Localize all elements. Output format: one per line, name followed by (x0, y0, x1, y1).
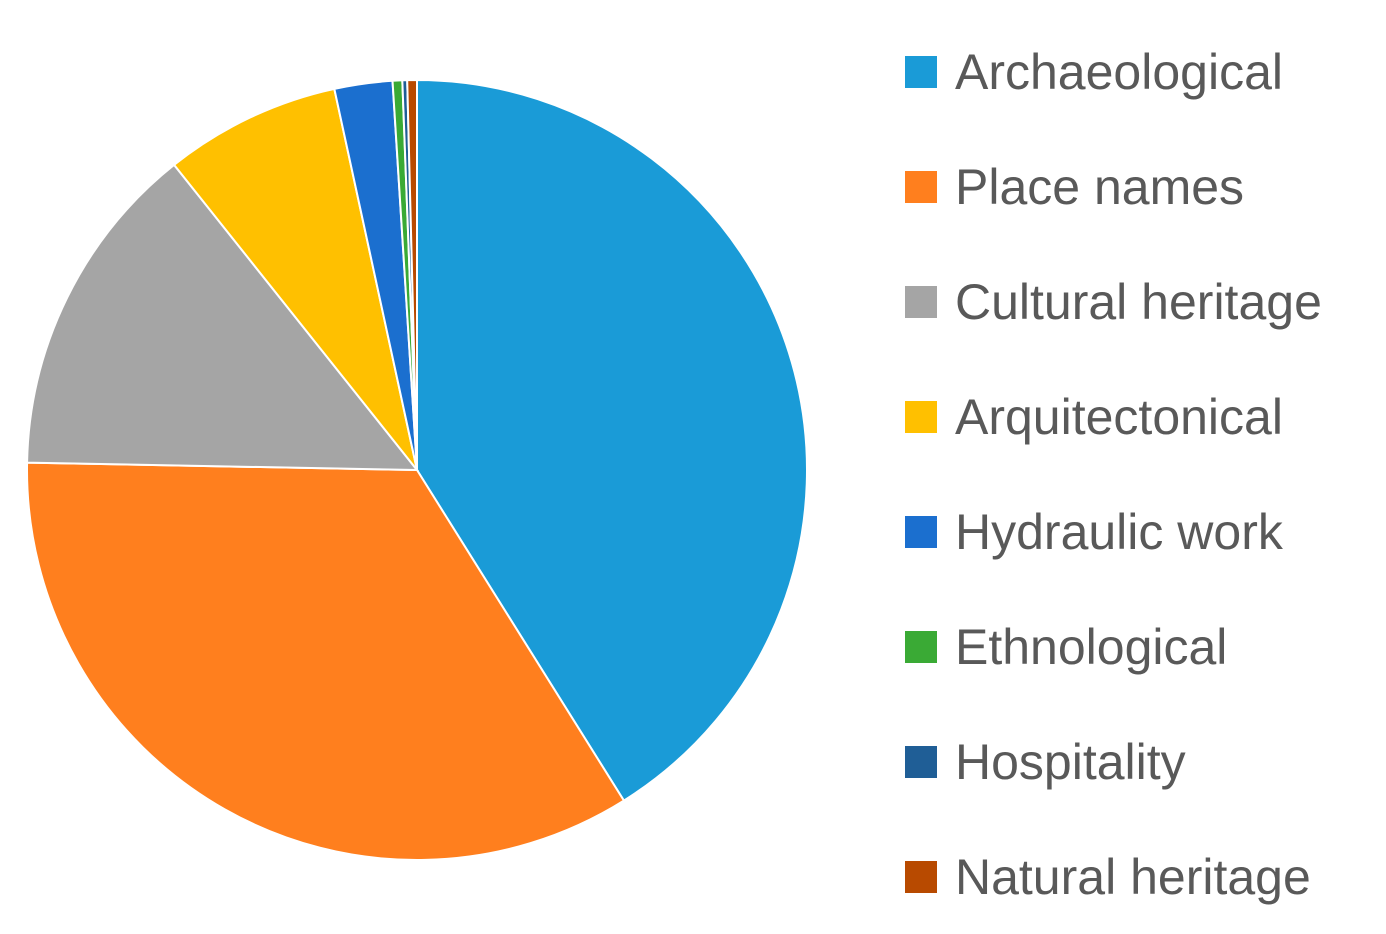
legend-item-ethnological: Ethnological (905, 589, 1375, 704)
legend-label: Hospitality (955, 733, 1186, 790)
pie-slice-cultural-heritage (26, 163, 420, 472)
legend-label: Archaeological (955, 43, 1283, 100)
pie-slice-arquitectonical (172, 87, 418, 471)
legend-swatch (905, 745, 937, 778)
legend-swatch (905, 630, 937, 663)
legend-item-place-names: Place names (905, 129, 1375, 244)
pie-chart (26, 78, 808, 861)
legend-swatch (905, 285, 937, 318)
legend-label: Ethnological (955, 618, 1228, 675)
legend-swatch (905, 400, 937, 433)
legend-item-hydraulic-work: Hydraulic work (905, 474, 1375, 589)
legend-item-archaeological: Archaeological (905, 14, 1375, 129)
pie-slice-place-names (26, 461, 626, 861)
legend-item-natural-heritage: Natural heritage (905, 819, 1375, 934)
legend-item-arquitectonical: Arquitectonical (905, 359, 1375, 474)
legend: Archaeological Place names Cultural herita… (905, 14, 1375, 934)
legend-label: Place names (955, 158, 1245, 215)
pie-slice-archaeological (416, 78, 808, 802)
legend-label: Arquitectonical (955, 388, 1283, 445)
legend-swatch (905, 170, 937, 203)
legend-swatch (905, 515, 937, 548)
legend-label: Natural heritage (955, 848, 1311, 905)
legend-item-cultural-heritage: Cultural heritage (905, 244, 1375, 359)
legend-label: Hydraulic work (955, 503, 1283, 560)
pie-slices (26, 78, 808, 861)
legend-swatch (905, 55, 937, 88)
pie-slice-natural-heritage (406, 78, 418, 471)
legend-item-hospitality: Hospitality (905, 704, 1375, 819)
legend-label: Cultural heritage (955, 273, 1322, 330)
legend-swatch (905, 860, 937, 893)
